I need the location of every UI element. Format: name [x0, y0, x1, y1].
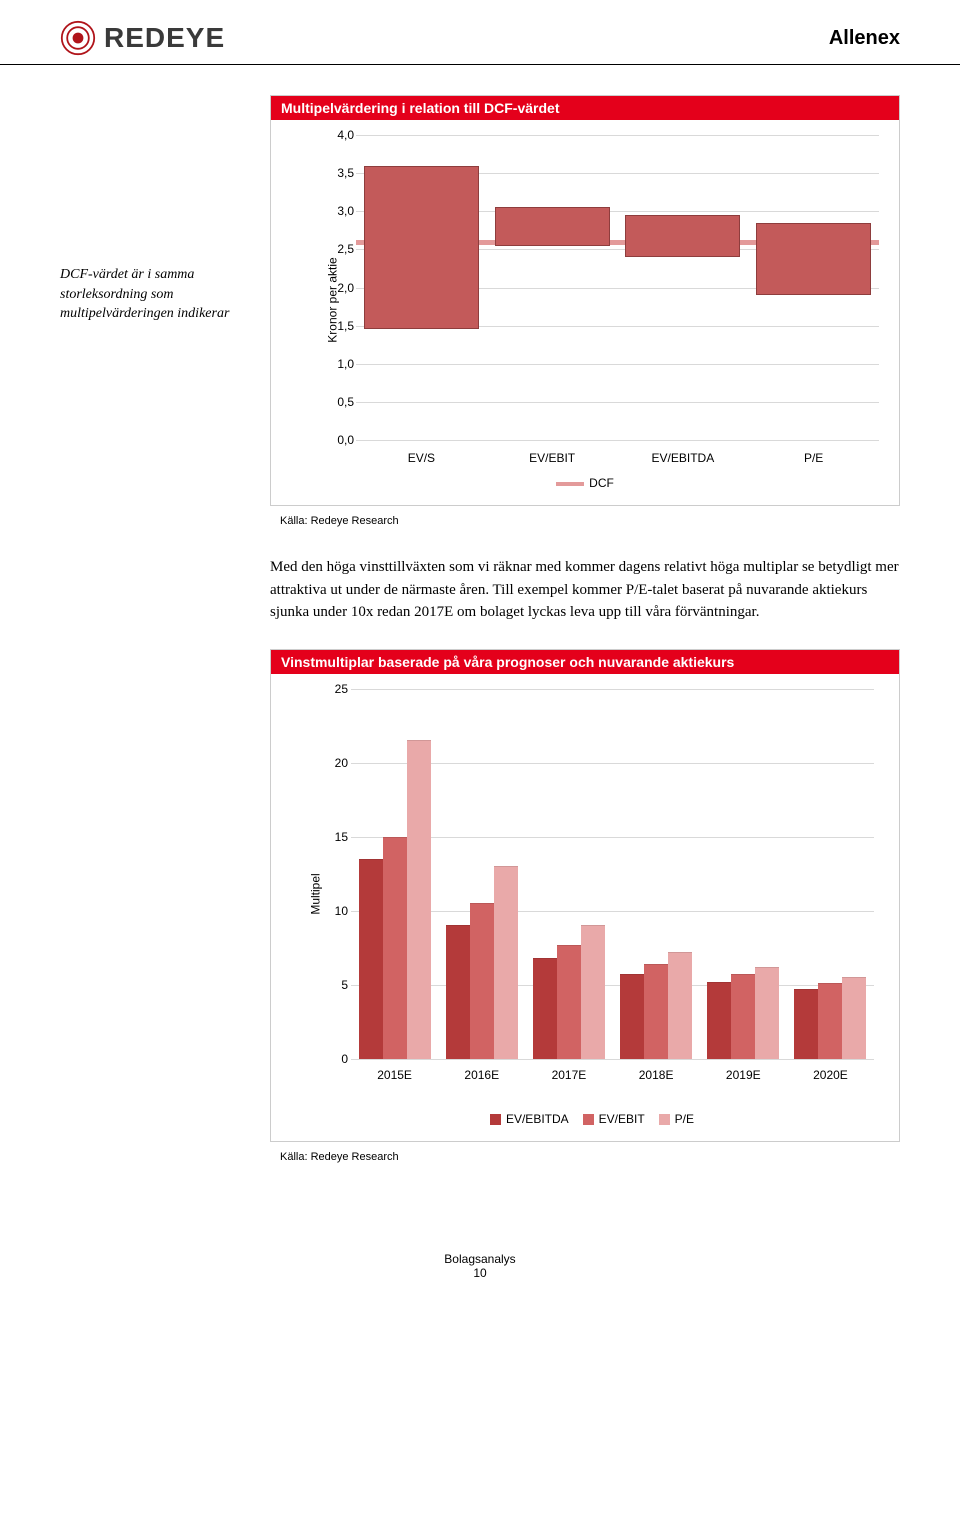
- chart2-ytick: 10: [323, 904, 348, 918]
- chart2-source: Källa: Redeye Research: [270, 1147, 900, 1167]
- chart2-ytick: 15: [323, 830, 348, 844]
- chart2-category-label: 2017E: [525, 1068, 612, 1082]
- chart2-categories: 2015E2016E2017E2018E2019E2020E: [351, 1068, 874, 1082]
- chart2-ytick: 0: [323, 1052, 348, 1066]
- chart2-bar: [533, 958, 557, 1059]
- chart1-ytick: 2,0: [326, 281, 354, 295]
- footer-label: Bolagsanalys: [0, 1252, 960, 1266]
- chart2-bar: [842, 977, 866, 1058]
- page-footer: Bolagsanalys 10: [0, 1232, 960, 1300]
- chart2-bar: [668, 952, 692, 1059]
- chart1-category-label: EV/S: [364, 451, 479, 465]
- chart1-ytick: 3,5: [326, 166, 354, 180]
- chart-multipel-dcf: Multipelvärdering i relation till DCF-vä…: [270, 95, 900, 506]
- chart2-bar: [818, 983, 842, 1058]
- chart2-category-label: 2015E: [351, 1068, 438, 1082]
- chart1-ytick: 1,0: [326, 357, 354, 371]
- chart2-group: [525, 689, 612, 1059]
- chart1-body: Kronor per aktie 0,00,51,01,52,02,53,03,…: [271, 120, 899, 495]
- logo: REDEYE: [60, 20, 225, 56]
- chart2-body: Multipel 0 5 10 15 20 25 2015E2016E2017E2018E…: [271, 674, 899, 1131]
- chart-vinstmultiplar: Vinstmultiplar baserade på våra prognose…: [270, 649, 900, 1142]
- chart2-bars: [351, 689, 874, 1059]
- company-name: Allenex: [829, 27, 900, 50]
- redeye-logo-icon: [60, 20, 96, 56]
- chart1-bar: [495, 207, 610, 245]
- legend-label: EV/EBITDA: [506, 1112, 569, 1126]
- chart2-bar: [794, 989, 818, 1059]
- chart1-category-label: EV/EBIT: [495, 451, 610, 465]
- legend-label: EV/EBIT: [599, 1112, 645, 1126]
- legend-marker: [490, 1114, 501, 1125]
- dcf-legend-label: DCF: [589, 476, 614, 490]
- chart2-title: Vinstmultiplar baserade på våra prognose…: [271, 650, 899, 674]
- chart2-category-label: 2018E: [613, 1068, 700, 1082]
- chart1-ytick: 0,0: [326, 433, 354, 447]
- chart2-ylabel: Multipel: [309, 873, 323, 914]
- chart2-group: [700, 689, 787, 1059]
- page-header: REDEYE Allenex: [0, 0, 960, 65]
- chart1-ytick: 2,5: [326, 242, 354, 256]
- chart2-bar: [557, 945, 581, 1059]
- chart2-bar: [470, 903, 494, 1058]
- chart2-group: [438, 689, 525, 1059]
- chart2-group: [613, 689, 700, 1059]
- chart2-ytick: 20: [323, 756, 348, 770]
- chart1-legend: DCF: [286, 476, 884, 490]
- chart1-ytick: 0,5: [326, 395, 354, 409]
- chart2-ytick: 25: [323, 682, 348, 696]
- chart2-legend: EV/EBITDA EV/EBIT P/E: [286, 1112, 884, 1126]
- chart1-bar: [756, 223, 871, 295]
- dcf-line-marker: [556, 482, 584, 486]
- body-paragraph: Med den höga vinsttillväxten som vi räkn…: [270, 556, 900, 624]
- legend-marker: [659, 1114, 670, 1125]
- chart1-bar: [625, 215, 740, 257]
- chart2-category-label: 2016E: [438, 1068, 525, 1082]
- chart1-ytick: 1,5: [326, 319, 354, 333]
- chart1-bars: [356, 135, 879, 440]
- chart1-category-label: P/E: [756, 451, 871, 465]
- footer-page: 10: [0, 1266, 960, 1280]
- chart1-source: Källa: Redeye Research: [270, 511, 900, 531]
- chart2-group: [351, 689, 438, 1059]
- chart2-bar: [494, 866, 518, 1058]
- chart1-categories: EV/S EV/EBIT EV/EBITDA P/E: [356, 451, 879, 465]
- chart2-bar: [446, 925, 470, 1058]
- legend-marker: [583, 1114, 594, 1125]
- chart2-bar: [620, 974, 644, 1058]
- chart2-bar: [581, 925, 605, 1058]
- chart1-ytick: 4,0: [326, 128, 354, 142]
- margin-note: DCF-värdet är i samma storleksordning so…: [60, 95, 250, 1192]
- logo-text: REDEYE: [104, 22, 225, 54]
- chart2-ytick: 5: [323, 978, 348, 992]
- chart2-bar: [707, 982, 731, 1059]
- chart2-category-label: 2020E: [787, 1068, 874, 1082]
- chart2-bar: [383, 837, 407, 1059]
- chart2-bar: [407, 740, 431, 1058]
- chart2-bar: [755, 967, 779, 1059]
- chart2-bar: [731, 974, 755, 1058]
- content: DCF-värdet är i samma storleksordning so…: [0, 95, 960, 1232]
- chart2-category-label: 2019E: [700, 1068, 787, 1082]
- chart1-category-label: EV/EBITDA: [625, 451, 740, 465]
- chart2-group: [787, 689, 874, 1059]
- chart1-title: Multipelvärdering i relation till DCF-vä…: [271, 96, 899, 120]
- chart1-bar: [364, 166, 479, 330]
- legend-label: P/E: [675, 1112, 694, 1126]
- chart2-bar: [644, 964, 668, 1059]
- chart2-bar: [359, 859, 383, 1059]
- chart1-ytick: 3,0: [326, 204, 354, 218]
- main-column: Multipelvärdering i relation till DCF-vä…: [270, 95, 900, 1192]
